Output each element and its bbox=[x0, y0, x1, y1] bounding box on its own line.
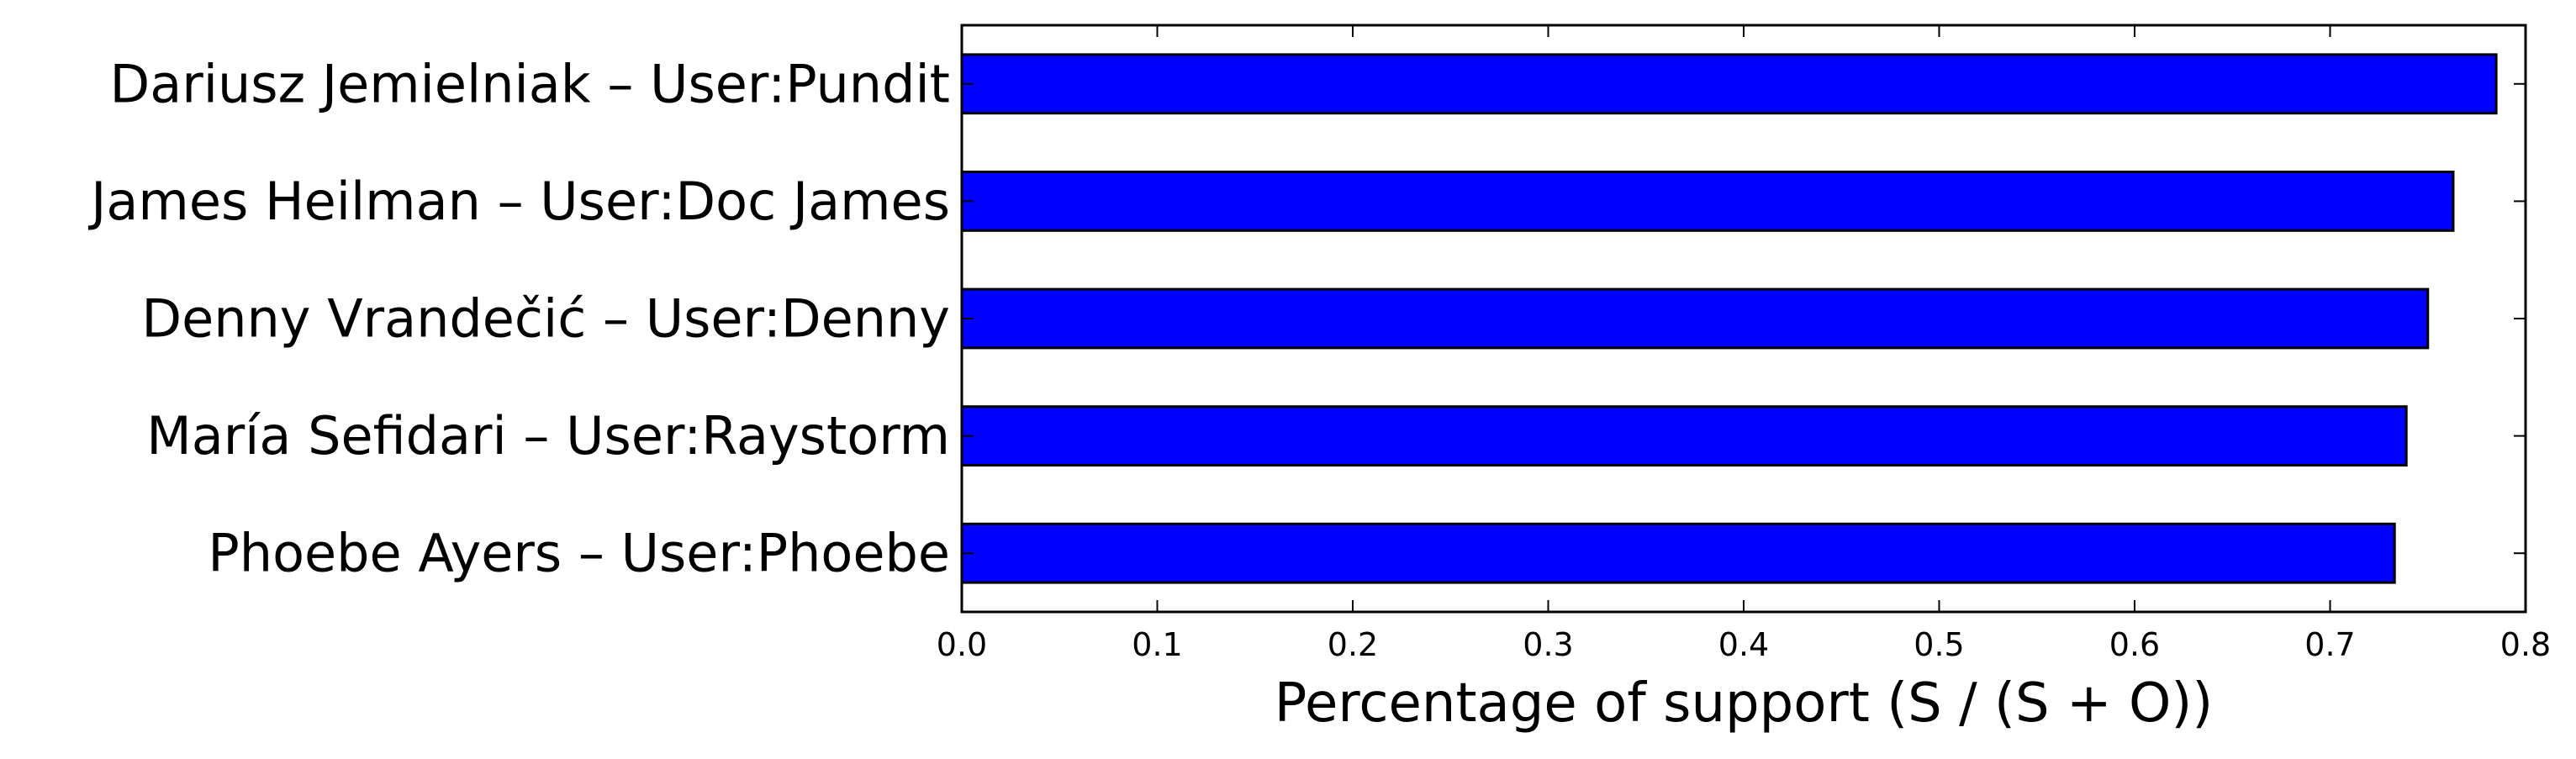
x-ticks-layer bbox=[961, 25, 2526, 612]
bar bbox=[960, 522, 2396, 584]
category-label: Dariusz Jemielniak – User:Pundit bbox=[110, 53, 950, 114]
x-tick-label: 0.0 bbox=[937, 626, 987, 663]
x-tick-label: 0.6 bbox=[2109, 626, 2160, 663]
bar bbox=[960, 171, 2455, 232]
x-tick-labels-layer: 0.0 0.1 0.2 0.3 0.4 0.5 0.6 0.7 0.8 bbox=[937, 626, 2551, 663]
category-label: James Heilman – User:Doc James bbox=[87, 171, 950, 232]
plot-frame bbox=[960, 24, 2527, 614]
x-tick-label: 0.5 bbox=[1914, 626, 1964, 663]
bar bbox=[960, 53, 2498, 115]
category-label: María Sefidari – User:Raystorm bbox=[146, 405, 950, 466]
x-tick-label: 0.8 bbox=[2500, 626, 2551, 663]
y-ticks-layer bbox=[962, 82, 2526, 555]
category-labels-layer: Dariusz Jemielniak – User:Pundit James He… bbox=[87, 53, 950, 583]
x-tick-label: 0.7 bbox=[2304, 626, 2355, 663]
x-axis-label: Percentage of support (S / (S + O)) bbox=[1275, 672, 2214, 735]
category-label: Denny Vrandečić – User:Denny bbox=[141, 288, 950, 350]
bar bbox=[960, 287, 2430, 350]
x-tick-label: 0.1 bbox=[1132, 626, 1182, 663]
bars-layer bbox=[960, 53, 2498, 584]
x-tick-label: 0.4 bbox=[1718, 626, 1769, 663]
category-label: Phoebe Ayers – User:Phoebe bbox=[208, 523, 950, 584]
x-tick-label: 0.3 bbox=[1523, 626, 1573, 663]
x-tick-label: 0.2 bbox=[1328, 626, 1378, 663]
bar bbox=[960, 405, 2408, 467]
